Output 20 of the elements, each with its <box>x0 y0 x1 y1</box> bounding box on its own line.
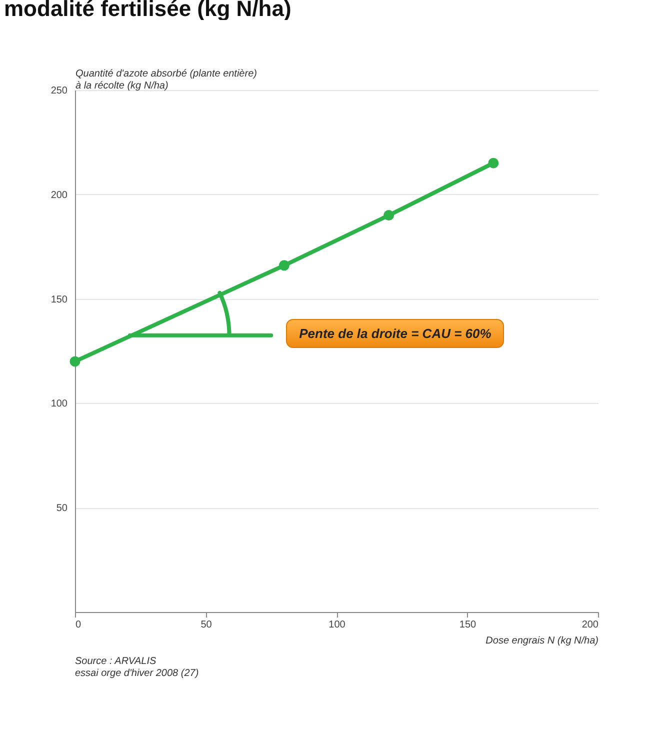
chart-title: modalité fertilisée (kg N/ha) <box>4 0 292 22</box>
y-axis-title: Quantité d'azote absorbé (plante entière) à la récolte (kg N/ha) <box>76 68 257 92</box>
text: essai orge d'hiver 2008 (27) <box>75 668 199 679</box>
point <box>70 356 80 367</box>
point <box>384 210 394 221</box>
source-note: Source : ARVALIS <box>75 656 156 667</box>
annotation: Pente de la droite = CAU = 60% <box>286 319 504 348</box>
point <box>488 158 499 168</box>
x-tick-label: 50 <box>200 620 212 630</box>
x-tick-label: 100 <box>328 620 346 630</box>
y-tick-label: 100 <box>50 398 68 410</box>
x-tick-label: 150 <box>459 620 477 630</box>
y-tick-label: 150 <box>50 294 68 306</box>
y-tick-label: 250 <box>50 86 68 96</box>
y-tick-label: 200 <box>50 190 68 201</box>
x-axis-title: Dose engrais N (kg N/ha) <box>486 636 598 646</box>
point <box>278 260 290 271</box>
x-tick-label: 200 <box>582 620 599 630</box>
x-tick-label: 0 <box>76 620 82 630</box>
y-tick-label: 50 <box>56 503 68 514</box>
